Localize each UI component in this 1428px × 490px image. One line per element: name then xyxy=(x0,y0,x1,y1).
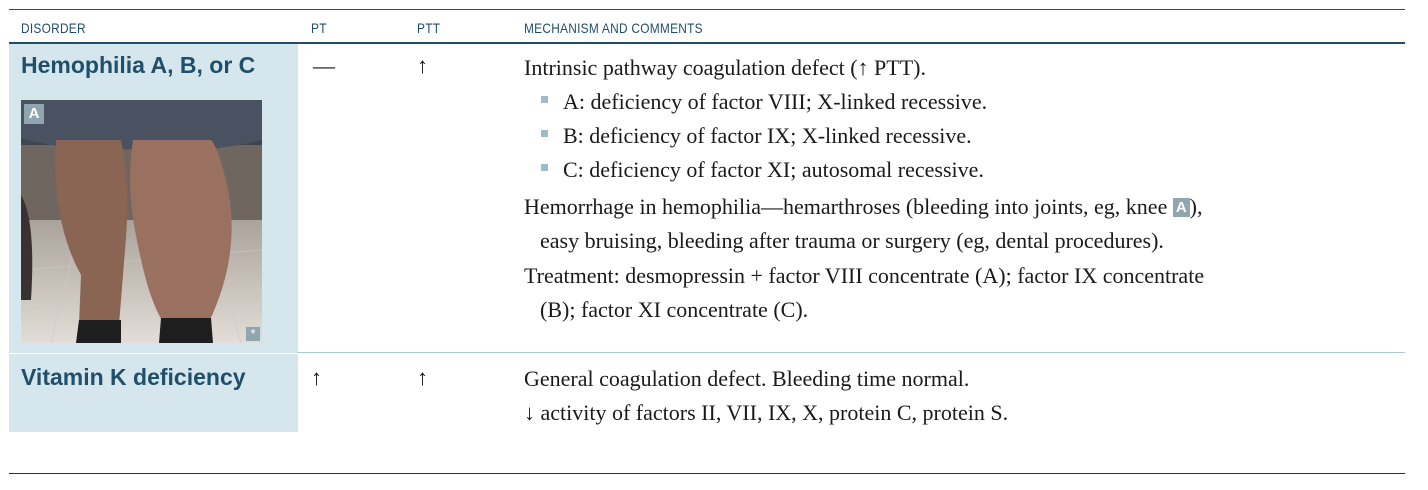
mechanism-line: Intrinsic pathway coagulation defect (↑ … xyxy=(524,55,926,80)
header-pt: PT xyxy=(311,20,327,36)
square-bullet-icon xyxy=(541,164,548,171)
mechanism-text: ), xyxy=(1189,194,1203,219)
ptt-value: ↑ xyxy=(417,365,428,390)
knee-photo xyxy=(21,100,262,343)
row-divider xyxy=(297,352,1405,353)
header-mechanism: MECHANISM AND COMMENTS xyxy=(524,20,703,36)
table-bottom-rule xyxy=(9,473,1405,474)
pt-value: — xyxy=(313,53,335,78)
mechanism-line: General coagulation defect. Bleeding tim… xyxy=(524,366,970,391)
header-disorder: DISORDER xyxy=(21,20,86,36)
mechanism-bullet-line: C: deficiency of factor XI; autosomal re… xyxy=(563,157,984,182)
mechanism-bullet-line: B: deficiency of factor IX; X-linked rec… xyxy=(563,123,972,148)
table-top-rule xyxy=(9,9,1405,10)
disorder-name: Hemophilia A, B, or C xyxy=(21,52,256,78)
disorder-cell-vitamin-k xyxy=(9,354,298,432)
mechanism-text: Hemorrhage in hemophilia—hemarthroses (b… xyxy=(524,194,1168,219)
header-rule xyxy=(9,42,1405,44)
mechanism-bullet-line: A: deficiency of factor VIII; X-linked r… xyxy=(563,89,988,114)
figure-ref-badge: A xyxy=(1172,198,1190,217)
ptt-value: ↑ xyxy=(417,53,428,78)
mechanism-line: Hemorrhage in hemophilia—hemarthroses (b… xyxy=(524,194,1203,220)
disorder-name: Vitamin K deficiency xyxy=(21,364,246,390)
square-bullet-icon xyxy=(541,96,548,103)
knee-photo-illustration xyxy=(21,100,262,343)
photo-copyright-mark: * xyxy=(246,327,260,341)
mechanism-line: easy bruising, bleeding after trauma or … xyxy=(540,228,1164,253)
square-bullet-icon xyxy=(541,130,548,137)
pt-value: ↑ xyxy=(311,365,322,390)
mechanism-line: (B); factor XI concentrate (C). xyxy=(540,297,809,322)
mechanism-line: ↓ activity of factors II, VII, IX, X, pr… xyxy=(524,400,1009,425)
mechanism-line: Treatment: desmopressin + factor VIII co… xyxy=(524,263,1205,288)
photo-label-badge: A xyxy=(24,104,44,124)
header-ptt: PTT xyxy=(417,20,441,36)
